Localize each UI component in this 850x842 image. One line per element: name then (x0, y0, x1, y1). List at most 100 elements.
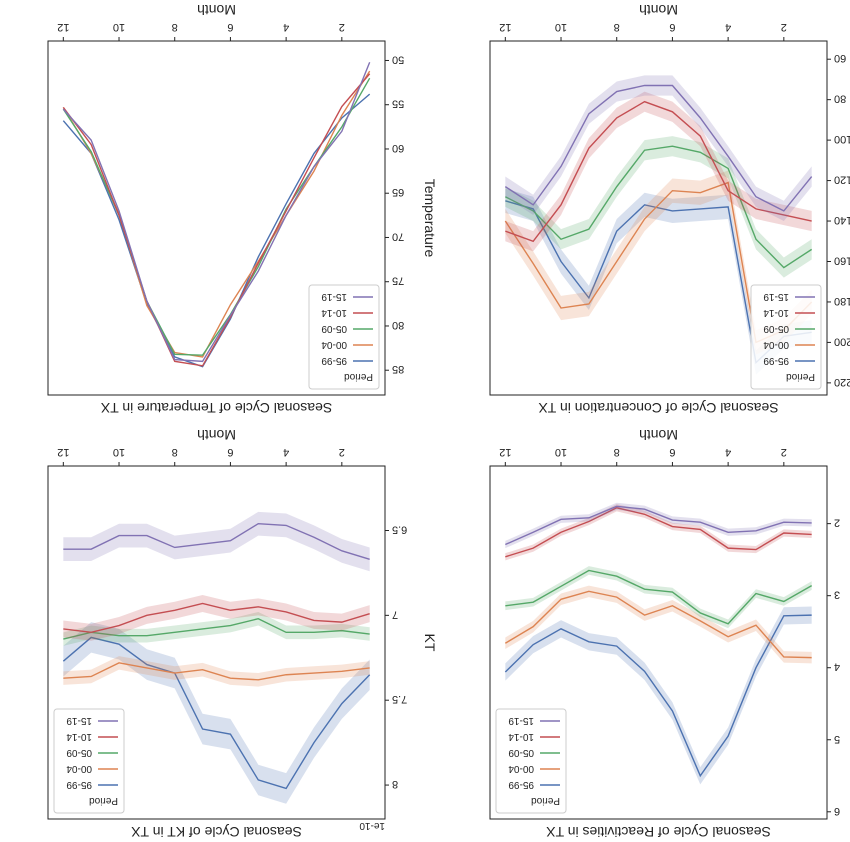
conc-ytick-label-140: 140 (834, 214, 850, 226)
kt-band-95-99 (63, 622, 370, 804)
react-ytick-label-6: 6 (834, 805, 840, 817)
temp-line-15-19 (62, 61, 371, 363)
temp-title: Seasonal Cycle of Temperature in TX (100, 400, 332, 416)
conc-legend-label-95-99: 95-99 (763, 355, 789, 366)
kt-legend-label-15-19: 15-19 (66, 715, 92, 726)
kt-band-10-14 (63, 594, 370, 641)
kt-plot-area (62, 511, 371, 804)
kt-xtick-label-2: 2 (339, 446, 345, 458)
temp-ytick-label-85: 85 (392, 363, 404, 375)
conc-title: Seasonal Cycle of Concentration in TX (538, 400, 779, 416)
conc-xtick-label-2: 2 (781, 21, 787, 33)
kt-band-05-09 (63, 611, 370, 646)
react-legend: Period 95-99 00-04 05-09 10-14 15-19 (495, 708, 567, 814)
react-frame (489, 465, 828, 820)
conc-xtick-label-10: 10 (555, 21, 567, 33)
kt-scale-note: 1e-10 (359, 820, 385, 831)
conc-panel: 246810126080100120140160180200220MonthAr… (489, 2, 850, 416)
react-legend-title: Period (531, 795, 560, 806)
rotated-figure-group: 246810125055606570758085MonthTemperature… (47, 2, 850, 840)
react-ytick-label-3: 3 (834, 589, 840, 601)
kt-xtick-label-10: 10 (113, 446, 125, 458)
conc-legend-label-05-09: 05-09 (763, 323, 789, 334)
temp-ytick-label-50: 50 (392, 53, 404, 65)
temp-panel: 2 4 6 8 10 12 50 55 60 65 70 75 80 85 Month Temperature… (47, 2, 438, 416)
react-band-10-14 (505, 504, 812, 561)
kt-legend: Period 95-99 00-04 05-09 10-14 15-19 (53, 708, 125, 814)
kt-ytick-label-7.5: 7.5 (392, 693, 407, 705)
react-title: Seasonal Cycle of Reactivities in TX (546, 824, 771, 840)
react-xtick-label-12: 12 (499, 446, 511, 458)
kt-frame (47, 465, 386, 820)
temp-ylabel: Temperature (422, 179, 438, 258)
react-plot-area (504, 502, 813, 785)
react-panel: 2468101223456Months/VOCRSeasonal Cycle o… (489, 427, 840, 840)
conc-band-10-14 (505, 91, 812, 252)
conc-line-10-14 (505, 100, 812, 243)
react-legend-label-05-09: 05-09 (508, 747, 534, 758)
conc-legend: Period 95-99 00-04 05-09 10-14 15-19 (750, 284, 822, 390)
kt-xtick-label-4: 4 (283, 446, 289, 458)
conc-band-95-99 (505, 188, 812, 375)
kt-legend-label-00-04: 00-04 (66, 763, 92, 774)
kt-legend-label-05-09: 05-09 (66, 747, 92, 758)
conc-ytick-label-200: 200 (834, 335, 850, 347)
temp-ytick-label-60: 60 (392, 142, 404, 154)
react-xtick-label-8: 8 (614, 446, 620, 458)
react-band-05-09 (505, 566, 812, 629)
kt-legend-label-95-99: 95-99 (66, 779, 92, 790)
temp-legend-label-15-19: 15-19 (321, 291, 347, 302)
conc-line-15-19 (504, 84, 813, 212)
conc-ytick-label-120: 120 (834, 174, 850, 186)
conc-frame (489, 40, 828, 396)
conc-ytick-label-60: 60 (834, 52, 846, 64)
conc-xtick-label-12: 12 (499, 21, 511, 33)
react-xtick-label-10: 10 (555, 446, 567, 458)
conc-ytick-label-100: 100 (834, 133, 850, 145)
temp-xtick-label-4: 4 (283, 21, 289, 33)
react-legend-label-15-19: 15-19 (508, 715, 534, 726)
kt-ytick-label-8: 8 (392, 778, 398, 790)
kt-line-95-99 (62, 636, 371, 790)
temp-ytick-label-55: 55 (392, 98, 404, 110)
react-band-00-04 (505, 585, 812, 664)
conc-band-15-19 (505, 75, 812, 222)
kt-legend-box (53, 708, 125, 814)
temp-xtick-label-10: 10 (113, 21, 125, 33)
temp-line-10-14 (62, 73, 371, 367)
temp-frame (47, 40, 386, 396)
kt-band-15-19 (63, 511, 370, 572)
temp-legend-label-95-99: 95-99 (321, 355, 347, 366)
temp-xtick-label-8: 8 (172, 21, 178, 33)
react-line-00-04 (504, 590, 812, 659)
conc-line-05-09 (505, 145, 813, 269)
conc-band-00-04 (505, 170, 812, 355)
conc-xlabel: Month (639, 2, 678, 18)
conc-legend-label-10-14: 10-14 (763, 307, 789, 318)
kt-legend-label-10-14: 10-14 (66, 731, 92, 742)
kt-ytick-label-7: 7 (392, 608, 398, 620)
temp-legend-label-05-09: 05-09 (321, 323, 347, 334)
react-line-15-19 (505, 505, 812, 546)
temp-ytick-label-65: 65 (392, 186, 404, 198)
conc-legend-title: Period (786, 371, 815, 382)
temp-legend-box (308, 284, 380, 390)
kt-line-00-04 (63, 662, 370, 681)
temp-legend-label-10-14: 10-14 (321, 307, 347, 318)
react-legend-label-10-14: 10-14 (508, 731, 534, 742)
temp-ytick-label-80: 80 (392, 319, 404, 331)
conc-xtick-label-4: 4 (725, 21, 731, 33)
react-xtick-label-2: 2 (781, 446, 787, 458)
conc-ytick-label-80: 80 (834, 93, 846, 105)
kt-xtick-label-8: 8 (172, 446, 178, 458)
temp-plot-area (62, 61, 371, 368)
temp-legend: Period 95-99 00-04 05-09 10-14 15-19 (308, 284, 380, 390)
conc-ytick-label-180: 180 (834, 295, 850, 307)
react-legend-box (495, 708, 567, 814)
react-line-10-14 (505, 507, 812, 558)
temp-ytick-label-75: 75 (392, 275, 404, 287)
react-line-05-09 (505, 569, 813, 625)
temp-xlabel: Month (197, 2, 236, 18)
